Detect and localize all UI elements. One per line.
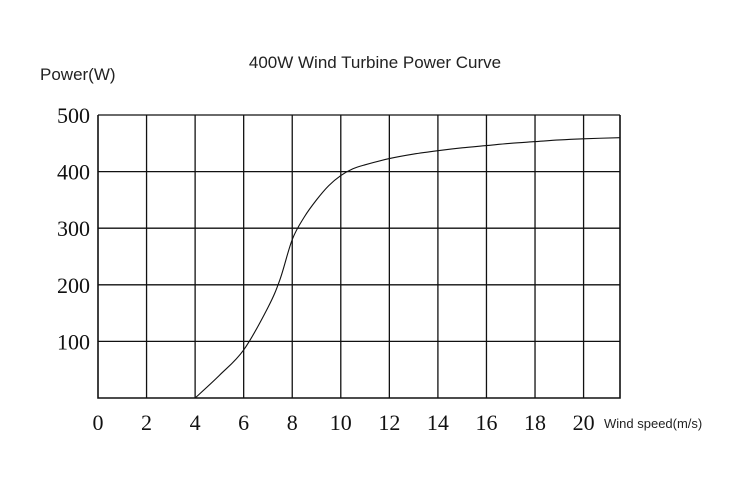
chart-title: 400W Wind Turbine Power Curve — [249, 53, 501, 72]
y-tick-label-200: 200 — [57, 273, 90, 298]
series-layer — [194, 137, 621, 399]
plot-frame — [97, 115, 621, 399]
y-tick-label-100: 100 — [57, 329, 90, 354]
y-axis-label: Power(W) — [40, 65, 116, 84]
x-tick-labels: 0 2 4 6 8 10 12 14 16 18 20 — [93, 410, 595, 435]
x-tick-label-0: 0 — [93, 410, 104, 435]
x-tick-label-20: 20 — [573, 410, 595, 435]
x-tick-label-4: 4 — [190, 410, 201, 435]
y-tick-label-300: 300 — [57, 216, 90, 241]
x-tick-label-10: 10 — [330, 410, 352, 435]
x-tick-label-14: 14 — [427, 410, 449, 435]
x-axis-label: Wind speed(m/s) — [604, 416, 702, 431]
grid — [97, 114, 621, 399]
x-tick-label-6: 6 — [238, 410, 249, 435]
x-tick-label-12: 12 — [378, 410, 400, 435]
x-tick-label-8: 8 — [287, 410, 298, 435]
x-tick-label-16: 16 — [475, 410, 497, 435]
x-tick-label-18: 18 — [524, 410, 546, 435]
y-tick-labels: 100 200 300 400 500 — [57, 103, 90, 354]
power-curve-line-0 — [194, 137, 621, 399]
y-tick-label-500: 500 — [57, 103, 90, 128]
y-tick-label-400: 400 — [57, 160, 90, 185]
x-tick-label-2: 2 — [141, 410, 152, 435]
